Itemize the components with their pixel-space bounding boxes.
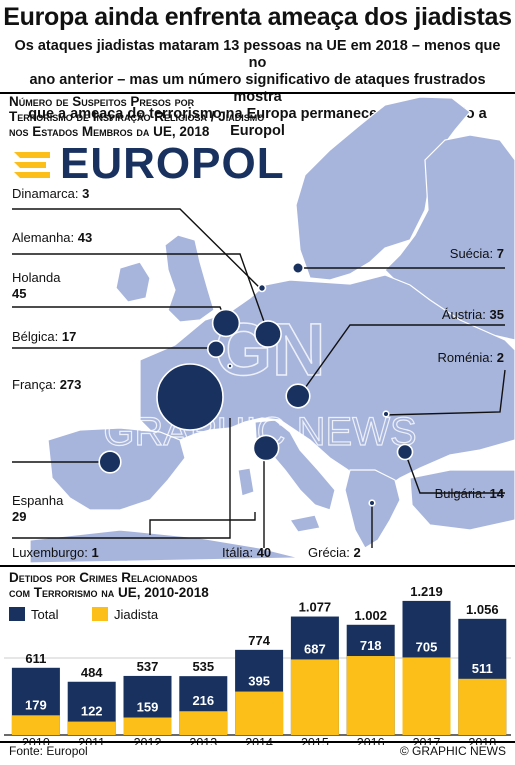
bar-chart: 611 179 2010 484 122 2011 537 159 2012 535 216 2013… <box>4 584 511 745</box>
leader-dinamarca <box>12 208 263 291</box>
leader-bulgaria <box>404 451 505 494</box>
europol-logo-text: EUROPOL <box>60 139 285 188</box>
x-tick-2010: 2010 <box>22 736 50 745</box>
bar-jiadista-2014 <box>235 691 284 735</box>
label-jiadista-2016: 718 <box>360 638 382 653</box>
map-title-line: Terrorismo de Inspiração Religiosa / Jia… <box>9 109 265 124</box>
bar-jiadista-2015 <box>290 659 339 735</box>
bubble-suécia <box>291 261 305 275</box>
map-title-line: nos Estados Membros da UE, 2018 <box>9 124 210 139</box>
bar-jiadista-2011 <box>67 721 116 735</box>
label-total-2015: 1.077 <box>299 600 332 615</box>
leader-alemanha <box>12 253 269 334</box>
x-tick-2013: 2013 <box>189 736 217 745</box>
label-total-2013: 535 <box>192 659 214 674</box>
bubble-holanda <box>211 308 241 338</box>
label-luxemburgo: Luxemburgo: 1 <box>12 545 99 560</box>
bar-jiadista-2012 <box>123 717 172 735</box>
bubbles-group <box>98 261 414 507</box>
legend-item-total: Total <box>9 607 58 622</box>
bar-jiadista-2016 <box>346 656 395 735</box>
legend-label-jiadista: Jiadista <box>114 607 159 622</box>
legend-label-total: Total <box>31 607 59 622</box>
footer-divider <box>0 741 515 743</box>
label-jiadista-2018: 511 <box>472 661 493 676</box>
label-italia: Itália: 40 <box>222 545 272 560</box>
europol-logo: EUROPOL <box>8 140 284 188</box>
bubble-bulgária <box>396 443 414 461</box>
x-tick-2014: 2014 <box>245 736 273 745</box>
label-holanda: Holanda 45 <box>12 270 61 301</box>
leader-austria <box>299 324 505 396</box>
bar-jiadista-2018 <box>458 678 507 735</box>
label-jiadista-2015: 687 <box>304 641 326 656</box>
x-tick-2012: 2012 <box>134 736 162 745</box>
bubble-dinamarca <box>257 283 267 293</box>
footer-credit: © GRAPHIC NEWS <box>399 744 506 758</box>
label-total-2014: 774 <box>248 633 270 648</box>
bubble-grécia <box>368 499 376 507</box>
map-title: Número de Suspeitos Presos por Terrorism… <box>9 94 309 139</box>
label-total-2012: 537 <box>137 659 159 674</box>
bubble-itália <box>252 434 280 462</box>
label-bulgaria: Bulgária: 14 <box>434 486 504 501</box>
label-total-2011: 484 <box>81 665 103 680</box>
bubble-frança <box>156 363 224 431</box>
leader-luxemburgo <box>12 418 231 539</box>
label-franca: França: 273 <box>12 377 82 392</box>
x-tick-2018: 2018 <box>468 736 496 745</box>
legend-swatch-jiadista <box>92 607 108 621</box>
label-suecia: Suécia: 7 <box>449 246 504 261</box>
label-espanha: Espanha 29 <box>12 493 64 524</box>
bubble-espanha <box>98 450 122 474</box>
label-austria: Áustria: 35 <box>441 307 504 322</box>
label-romenia: Roménia: 2 <box>437 350 505 365</box>
x-tick-2011: 2011 <box>78 736 105 745</box>
bar-chart-title-line: com Terrorismo na UE, 2010-2018 <box>9 585 209 600</box>
bar-jiadista-2013 <box>179 711 228 735</box>
legend-item-jiadista: Jiadista <box>92 607 158 622</box>
subtitle-line: Os ataques jiadistas mataram 13 pessoas … <box>14 38 501 71</box>
label-total-2010: 611 <box>25 651 46 666</box>
footer-source: Fonte: Europol <box>9 744 88 758</box>
leader-lines <box>12 208 506 548</box>
label-jiadista-2010: 179 <box>25 697 47 712</box>
bar-jiadista-2010 <box>11 715 60 735</box>
page-title: Europa ainda enfrenta ameaça dos jiadist… <box>3 3 512 31</box>
label-dinamarca: Dinamarca: 3 <box>12 186 90 201</box>
label-total-2017: 1.219 <box>410 584 443 599</box>
bubble-roménia <box>382 410 390 418</box>
x-tick-2017: 2017 <box>413 736 441 745</box>
label-jiadista-2012: 159 <box>137 700 159 715</box>
bubble-bélgica <box>207 339 226 358</box>
bubble-luxemburgo <box>227 363 233 369</box>
label-jiadista-2014: 395 <box>248 674 270 689</box>
bubble-alemanha <box>254 320 282 348</box>
bar-chart-title: Detidos por Crimes Relacionados com Terr… <box>9 570 309 600</box>
x-tick-2015: 2015 <box>301 736 329 745</box>
europol-emblem-icon <box>14 152 50 178</box>
label-grecia: Grécia: 2 <box>308 545 361 560</box>
leader-holanda <box>12 306 227 323</box>
legend-swatch-total <box>9 607 25 621</box>
label-jiadista-2011: 122 <box>81 704 103 719</box>
bar-jiadista-2017 <box>402 657 451 735</box>
bar-chart-title-line: Detidos por Crimes Relacionados <box>9 570 198 585</box>
map-title-line: Número de Suspeitos Presos por <box>9 94 195 109</box>
label-jiadista-2013: 216 <box>192 693 214 708</box>
header-divider <box>0 92 515 94</box>
leader-romenia <box>383 369 506 416</box>
bubble-áustria <box>285 383 311 409</box>
leader-espanha-box <box>149 512 256 535</box>
label-jiadista-2017: 705 <box>416 639 438 654</box>
section-divider <box>0 565 515 567</box>
x-tick-2016: 2016 <box>357 736 385 745</box>
label-total-2016: 1.002 <box>354 608 387 623</box>
label-alemanha: Alemanha: 43 <box>12 230 93 245</box>
label-total-2018: 1.056 <box>466 602 499 617</box>
label-belgica: Bélgica: 17 <box>12 329 77 344</box>
